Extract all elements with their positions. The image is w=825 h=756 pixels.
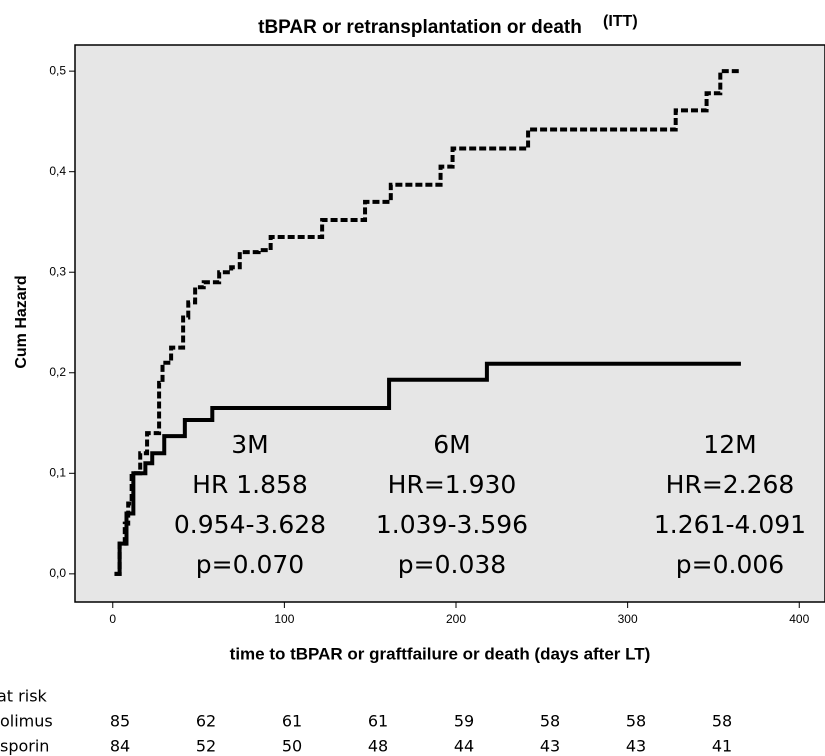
annotation: HR=1.930 xyxy=(388,470,517,499)
annotation: 0.954-3.628 xyxy=(174,510,326,539)
risk-value: 52 xyxy=(196,737,216,756)
annotation: p=0.038 xyxy=(398,550,506,579)
risk-row-label: sporin xyxy=(0,737,49,756)
risk-value: 58 xyxy=(540,712,560,731)
x-tick-label: 400 xyxy=(789,612,809,626)
risk-value: 58 xyxy=(712,712,732,731)
risk-value: 62 xyxy=(196,712,216,731)
risk-value: 41 xyxy=(712,737,732,756)
x-tick-label: 200 xyxy=(446,612,466,626)
risk-value: 48 xyxy=(368,737,388,756)
x-tick-label: 100 xyxy=(274,612,294,626)
risk-value: 61 xyxy=(282,712,302,731)
risk-value: 58 xyxy=(626,712,646,731)
annotation: HR=2.268 xyxy=(666,470,795,499)
risk-value: 85 xyxy=(110,712,130,731)
x-axis-label: time to tBPAR or graftfailure or death (… xyxy=(230,644,651,663)
annotation: 1.261-4.091 xyxy=(654,510,806,539)
y-tick-label: 0,4 xyxy=(49,164,66,178)
risk-value: 59 xyxy=(454,712,474,731)
risk-value: 84 xyxy=(110,737,130,756)
y-tick-label: 0,5 xyxy=(49,63,66,77)
y-tick-label: 0,0 xyxy=(49,566,66,580)
risk-value: 44 xyxy=(454,737,474,756)
risk-value: 43 xyxy=(626,737,646,756)
risk-value: 50 xyxy=(282,737,302,756)
y-axis-label: Cum Hazard xyxy=(13,275,30,368)
annotation: 3M xyxy=(231,430,268,459)
x-tick-label: 300 xyxy=(618,612,638,626)
risk-table-title: at risk xyxy=(0,687,48,706)
risk-row-label: olimus xyxy=(0,712,53,731)
step-line xyxy=(114,69,741,576)
step-line xyxy=(114,361,741,576)
annotation: HR 1.858 xyxy=(192,470,308,499)
risk-value: 43 xyxy=(540,737,560,756)
plot-area xyxy=(74,44,825,603)
x-tick-label: 0 xyxy=(109,612,116,626)
y-tick-label: 0,3 xyxy=(49,264,66,278)
annotation: 12M xyxy=(703,430,756,459)
annotation: 6M xyxy=(433,430,470,459)
annotation: 1.039-3.596 xyxy=(376,510,528,539)
y-tick-label: 0,1 xyxy=(49,465,66,479)
chart-title: tBPAR or retransplantation or death xyxy=(258,17,582,38)
annotation: p=0.006 xyxy=(676,550,784,579)
chart-title-superscript: (ITT) xyxy=(603,13,638,30)
y-tick-label: 0,2 xyxy=(49,365,66,379)
risk-value: 61 xyxy=(368,712,388,731)
annotation: p=0.070 xyxy=(196,550,304,579)
